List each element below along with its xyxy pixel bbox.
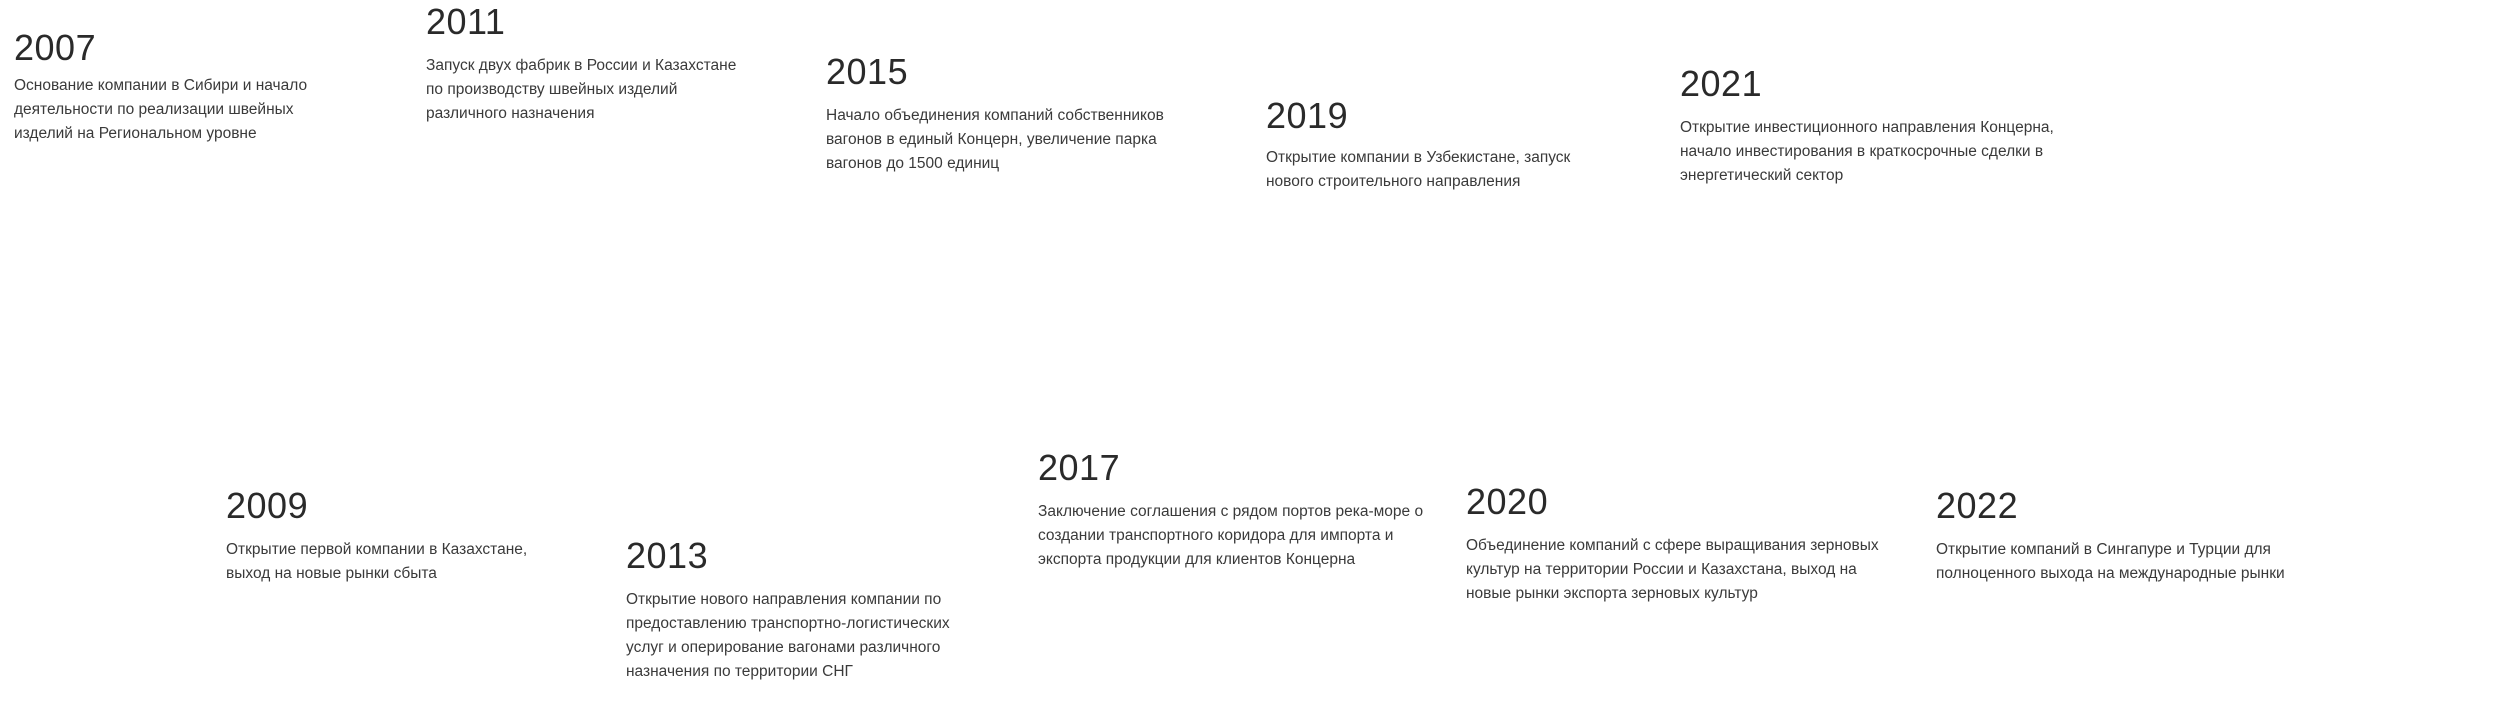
milestone-year: 2007 xyxy=(14,27,97,68)
milestone-year: 2009 xyxy=(226,485,309,526)
milestone-description: Запуск двух фабрик в России и Казахстане… xyxy=(426,57,737,122)
milestone-year: 2013 xyxy=(626,535,709,576)
milestone-description: Начало объединения компаний собственнико… xyxy=(826,107,1164,172)
milestone-description: Открытие инвестиционного направления Кон… xyxy=(1680,119,2054,184)
milestone-year: 2019 xyxy=(1266,95,1349,136)
milestone-description: Открытие компаний в Сингапуре и Турции д… xyxy=(1936,541,2285,582)
milestone-markers xyxy=(0,0,1924,717)
milestone-description: Открытие первой компании в Казахстане, в… xyxy=(226,541,528,582)
milestone-description: Открытие компании в Узбекистане, запуск … xyxy=(1266,149,1571,190)
wave-bars xyxy=(10,256,2499,456)
milestone-description: Заключение соглашения с рядом портов рек… xyxy=(1038,503,1424,568)
milestone-year: 2022 xyxy=(1936,485,2019,526)
milestone-year: 2020 xyxy=(1466,481,1549,522)
milestone-description: Основание компании в Сибири и начало дея… xyxy=(14,77,308,142)
milestone-description: Объединение компаний с сферe выращивания… xyxy=(1466,537,1879,602)
milestone-year: 2015 xyxy=(826,51,909,92)
milestone-year: 2021 xyxy=(1680,63,1763,104)
milestone-year: 2011 xyxy=(426,1,506,42)
milestone-description: Открытие нового направления компании по … xyxy=(626,591,950,680)
milestone-year: 2017 xyxy=(1038,447,1121,488)
